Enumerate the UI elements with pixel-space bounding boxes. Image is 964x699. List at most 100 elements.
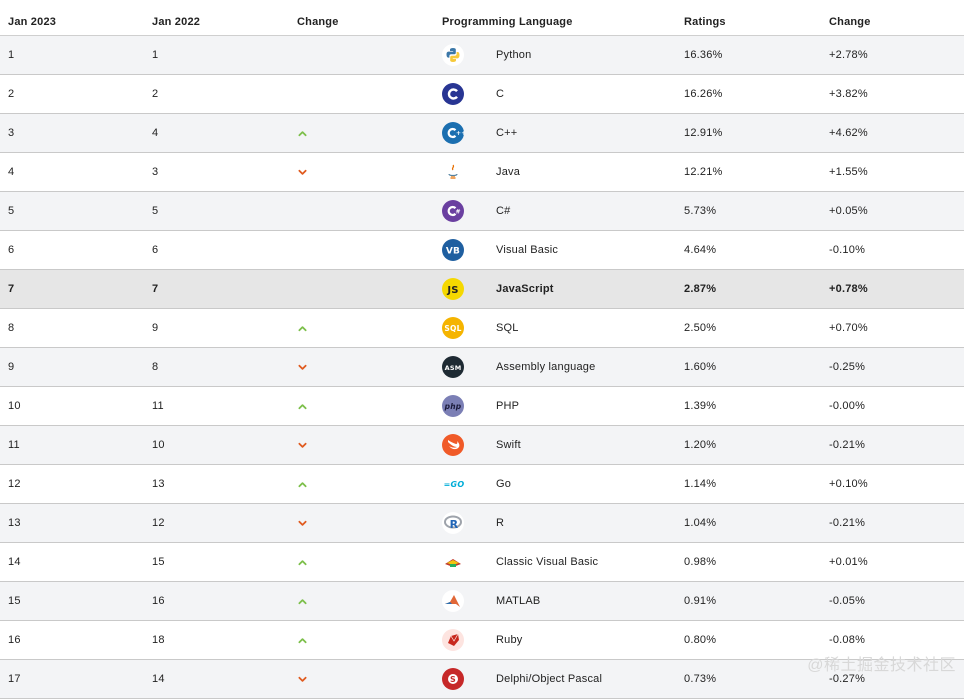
- table-row[interactable]: 10 11 php PHP 1.39% -0.00%: [0, 387, 964, 426]
- change-value: +0.01%: [829, 556, 868, 568]
- arrow-up-icon: [298, 597, 307, 606]
- rank-jan-2022: 11: [152, 400, 164, 412]
- arrow-down-icon: [298, 441, 307, 450]
- rank-jan-2023: 3: [8, 127, 15, 139]
- table-row[interactable]: 2 2 C 16.26% +3.82%: [0, 75, 964, 114]
- language-name: Go: [496, 478, 512, 490]
- rank-jan-2022: 9: [152, 322, 159, 334]
- arrow-up-icon: [298, 402, 307, 411]
- change-value: +1.55%: [829, 166, 868, 178]
- javascript-icon: JS: [442, 278, 464, 300]
- language-name: R: [496, 517, 505, 529]
- table-row[interactable]: 3 4 ++ C++ 12.91% +4.62%: [0, 114, 964, 153]
- header-change-percent[interactable]: Change: [829, 15, 871, 28]
- table-row[interactable]: 9 8 ASM Assembly language 1.60% -0.25%: [0, 348, 964, 387]
- rank-jan-2023: 2: [8, 88, 15, 100]
- change-value: +3.82%: [829, 88, 868, 100]
- rank-jan-2023: 12: [8, 478, 21, 490]
- language-name: PHP: [496, 400, 520, 412]
- rating-value: 0.91%: [684, 595, 717, 607]
- svg-text:php: php: [444, 402, 462, 411]
- language-name: SQL: [496, 322, 519, 334]
- table-row[interactable]: 4 3 Java 12.21% +1.55%: [0, 153, 964, 192]
- classic-visual-basic-icon: [442, 551, 464, 573]
- rating-value: 1.60%: [684, 361, 717, 373]
- svg-text:R: R: [450, 518, 459, 531]
- arrow-up-icon: [298, 324, 307, 333]
- language-name: Delphi/Object Pascal: [496, 673, 603, 685]
- table-header: Jan 2023 Jan 2022 Change Programming Lan…: [0, 8, 964, 36]
- rank-jan-2023: 15: [8, 595, 21, 607]
- language-name: Visual Basic: [496, 244, 559, 256]
- rank-jan-2022: 7: [152, 283, 159, 295]
- svg-text:JS: JS: [446, 285, 458, 296]
- rating-value: 0.98%: [684, 556, 717, 568]
- table-row[interactable]: 8 9 SQL SQL 2.50% +0.70%: [0, 309, 964, 348]
- language-name: Assembly language: [496, 361, 596, 373]
- csharp-icon: #: [442, 200, 464, 222]
- header-jan-2022[interactable]: Jan 2022: [152, 15, 201, 28]
- rating-value: 5.73%: [684, 205, 717, 217]
- delphi-icon: S: [442, 668, 464, 690]
- table-row[interactable]: 12 13 =GO Go 1.14% +0.10%: [0, 465, 964, 504]
- go-icon: =GO: [442, 473, 464, 495]
- table-row[interactable]: 6 6 VB Visual Basic 4.64% -0.10%: [0, 231, 964, 270]
- arrow-down-icon: [298, 363, 307, 372]
- change-value: -0.27%: [829, 673, 866, 685]
- change-value: +0.10%: [829, 478, 868, 490]
- rank-jan-2023: 14: [8, 556, 21, 568]
- rank-jan-2023: 16: [8, 634, 21, 646]
- arrow-up-icon: [298, 480, 307, 489]
- arrow-up-icon: [298, 636, 307, 645]
- table-row[interactable]: 7 7 JS JavaScript 2.87% +0.78%: [0, 270, 964, 309]
- rating-value: 2.87%: [684, 283, 717, 295]
- rank-jan-2022: 13: [152, 478, 165, 490]
- language-name: Java: [496, 166, 521, 178]
- rank-jan-2023: 13: [8, 517, 21, 529]
- rank-jan-2022: 2: [152, 88, 159, 100]
- rating-value: 12.91%: [684, 127, 723, 139]
- php-icon: php: [442, 395, 464, 417]
- python-icon: [442, 44, 464, 66]
- language-name: Python: [496, 49, 532, 61]
- cpp-icon: ++: [442, 122, 464, 144]
- rank-jan-2022: 14: [152, 673, 165, 685]
- rank-jan-2023: 8: [8, 322, 15, 334]
- language-name: Swift: [496, 439, 521, 451]
- rank-jan-2023: 5: [8, 205, 15, 217]
- table-row[interactable]: 16 18 Ruby 0.80% -0.08%: [0, 621, 964, 660]
- svg-text:ASM: ASM: [445, 364, 462, 372]
- rank-jan-2022: 3: [152, 166, 159, 178]
- table-row[interactable]: 15 16 MATLAB 0.91% -0.05%: [0, 582, 964, 621]
- rank-jan-2023: 7: [8, 283, 15, 295]
- change-value: +0.05%: [829, 205, 868, 217]
- header-change[interactable]: Change: [297, 15, 339, 28]
- header-jan-2023[interactable]: Jan 2023: [8, 15, 57, 28]
- rating-value: 12.21%: [684, 166, 723, 178]
- rank-jan-2022: 16: [152, 595, 165, 607]
- language-name: Classic Visual Basic: [496, 556, 599, 568]
- header-ratings[interactable]: Ratings: [684, 15, 726, 28]
- table-row[interactable]: 14 15 Classic Visual Basic 0.98% +0.01%: [0, 543, 964, 582]
- rank-jan-2023: 17: [8, 673, 21, 685]
- change-value: -0.21%: [829, 517, 866, 529]
- language-name: C#: [496, 205, 511, 217]
- change-value: +2.78%: [829, 49, 868, 61]
- change-value: -0.10%: [829, 244, 866, 256]
- language-name: Ruby: [496, 634, 523, 646]
- rank-jan-2023: 10: [8, 400, 21, 412]
- table-row[interactable]: 13 12 R R 1.04% -0.21%: [0, 504, 964, 543]
- rank-jan-2022: 6: [152, 244, 159, 256]
- svg-text:#: #: [456, 209, 461, 216]
- header-programming-language[interactable]: Programming Language: [442, 15, 573, 28]
- rating-value: 16.36%: [684, 49, 723, 61]
- arrow-down-icon: [298, 675, 307, 684]
- table-row[interactable]: 5 5 # C# 5.73% +0.05%: [0, 192, 964, 231]
- table-row[interactable]: 1 1 Python 16.36% +2.78%: [0, 36, 964, 75]
- table-row[interactable]: 11 10 Swift 1.20% -0.21%: [0, 426, 964, 465]
- rating-value: 16.26%: [684, 88, 723, 100]
- rank-jan-2023: 11: [8, 439, 20, 451]
- matlab-icon: [442, 590, 464, 612]
- change-value: -0.05%: [829, 595, 866, 607]
- language-name: JavaScript: [496, 283, 554, 295]
